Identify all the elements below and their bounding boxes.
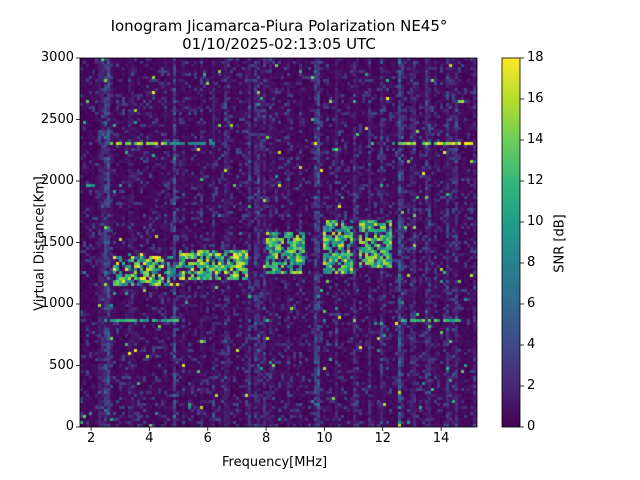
colorbar-tick-label: 4 [527,337,536,352]
x-tick-label: 8 [261,431,271,446]
colorbar-tick-label: 14 [527,132,544,147]
y-tick-label: 2500 [40,111,74,127]
colorbar-tick-label: 18 [527,50,544,65]
colorbar-tick-label: 12 [527,173,544,188]
colorbar-tick-label: 2 [527,378,536,393]
colorbar-tick-label: 16 [527,91,544,106]
x-tick-label: 10 [316,431,333,446]
x-tick-label: 14 [432,431,450,446]
chart-subtitle: 01/10/2025-02:13:05 UTC [182,35,376,53]
chart-title: Ionogram Jicamarca-Piura Polarization NE… [110,17,448,35]
y-tick-label: 2000 [40,173,74,188]
y-tick-label: 1500 [40,234,74,250]
x-tick-label: 4 [145,431,154,446]
y-tick-label: 3000 [40,50,74,65]
y-tick-label: 0 [65,419,74,434]
colorbar [502,58,520,427]
x-tick-label: 2 [86,431,96,446]
x-axis-label: Frequency[MHz] [222,455,328,470]
colorbar-label: SNR [dB] [552,214,568,273]
y-axis-label: Virtual Distance[Km] [32,176,48,311]
colorbar-tick-label: 0 [527,419,536,434]
colorbar-tick-label: 10 [527,214,544,229]
y-tick-label: 500 [49,357,74,373]
x-tick-label: 12 [374,431,392,446]
colorbar-tick-label: 8 [527,255,536,270]
heatmap [80,58,477,427]
y-tick-label: 1000 [40,296,74,311]
x-tick-label: 6 [203,431,212,446]
colorbar-tick-label: 6 [527,296,536,311]
plot-frame [79,57,478,428]
colorbar-frame [501,57,521,428]
